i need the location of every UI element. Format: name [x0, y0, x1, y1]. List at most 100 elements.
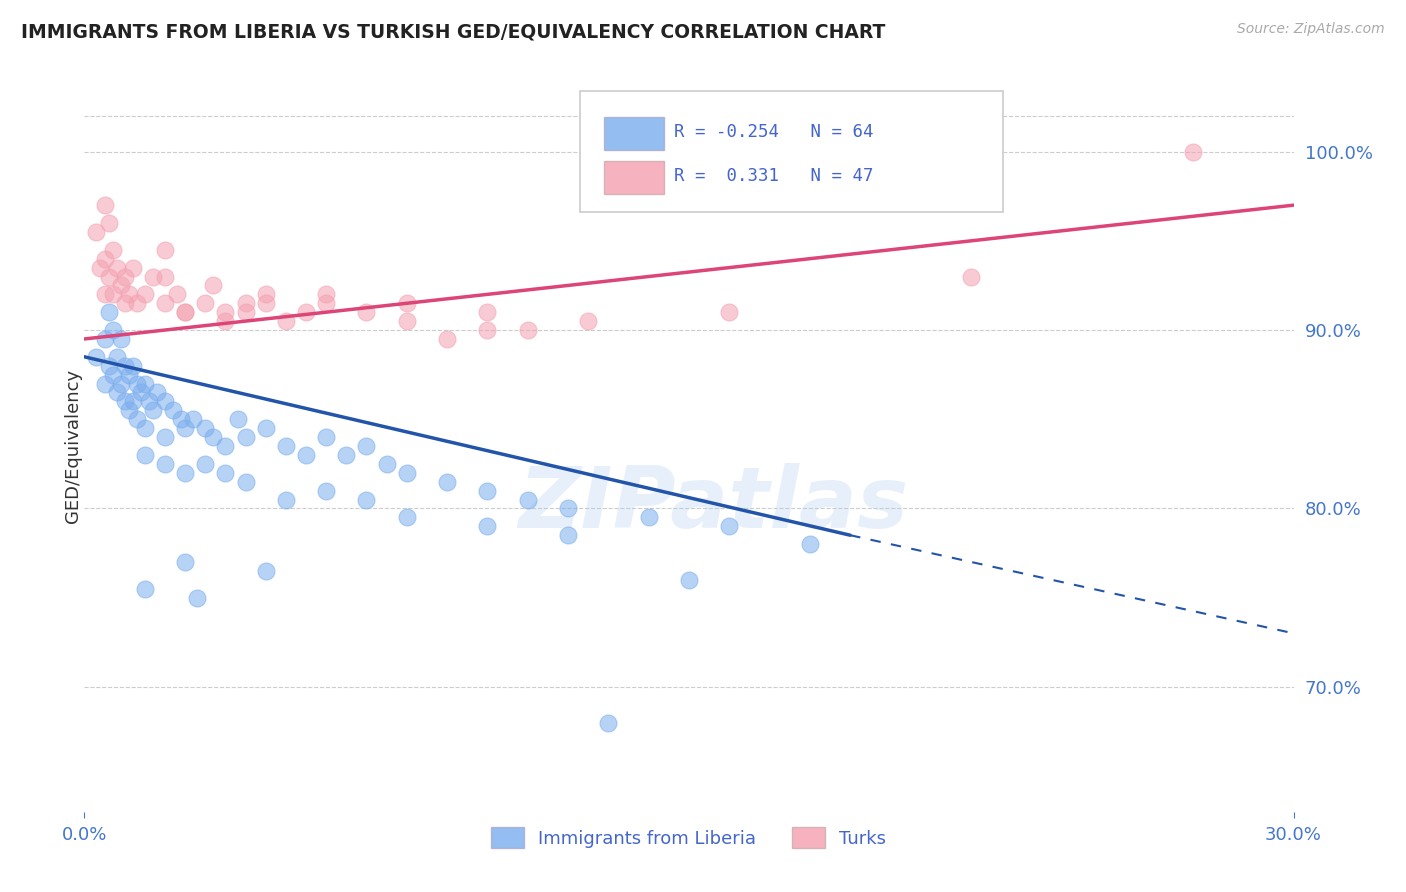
Point: [274, 439, 297, 453]
Point: [576, 314, 599, 328]
FancyBboxPatch shape: [581, 91, 1004, 212]
Point: [93, 287, 115, 301]
Point: [226, 412, 249, 426]
Point: [598, 715, 620, 730]
Point: [254, 296, 277, 310]
Point: [477, 305, 499, 319]
Text: IMMIGRANTS FROM LIBERIA VS TURKISH GED/EQUIVALENCY CORRELATION CHART: IMMIGRANTS FROM LIBERIA VS TURKISH GED/E…: [21, 22, 886, 41]
Text: R =  0.331   N = 47: R = 0.331 N = 47: [675, 167, 875, 186]
Point: [86, 225, 108, 239]
Point: [110, 376, 132, 391]
FancyBboxPatch shape: [605, 161, 664, 194]
Point: [97, 216, 120, 230]
Point: [93, 376, 115, 391]
Point: [235, 305, 257, 319]
Point: [202, 430, 225, 444]
Point: [101, 323, 124, 337]
Point: [516, 492, 538, 507]
Point: [356, 439, 378, 453]
Point: [134, 448, 156, 462]
Point: [477, 323, 499, 337]
Point: [97, 359, 120, 373]
Point: [118, 287, 141, 301]
Point: [557, 501, 579, 516]
Point: [274, 492, 297, 507]
Point: [146, 385, 169, 400]
Point: [235, 430, 257, 444]
Point: [395, 510, 418, 524]
Point: [436, 332, 458, 346]
Point: [105, 260, 128, 275]
Point: [395, 296, 418, 310]
Y-axis label: GED/Equivalency: GED/Equivalency: [65, 369, 82, 523]
Point: [335, 448, 357, 462]
Point: [194, 421, 217, 435]
Point: [125, 296, 148, 310]
Point: [194, 296, 217, 310]
Point: [174, 555, 197, 569]
Point: [138, 394, 160, 409]
Point: [121, 260, 143, 275]
Point: [214, 466, 236, 480]
Point: [186, 591, 208, 605]
Point: [142, 269, 165, 284]
Point: [134, 582, 156, 596]
Point: [174, 305, 197, 319]
Point: [181, 412, 204, 426]
Point: [295, 305, 318, 319]
Point: [97, 305, 120, 319]
Point: [93, 198, 115, 212]
Text: ZIPatlas: ZIPatlas: [517, 463, 908, 546]
Point: [101, 368, 124, 382]
Point: [134, 287, 156, 301]
Point: [254, 421, 277, 435]
Point: [153, 457, 176, 471]
Point: [134, 421, 156, 435]
Point: [254, 564, 277, 578]
Point: [118, 403, 141, 417]
Point: [121, 394, 143, 409]
Point: [395, 314, 418, 328]
Point: [153, 430, 176, 444]
Point: [118, 368, 141, 382]
Point: [436, 475, 458, 489]
Point: [174, 305, 197, 319]
Point: [89, 260, 111, 275]
Point: [121, 359, 143, 373]
Point: [153, 394, 176, 409]
Point: [356, 492, 378, 507]
Point: [375, 457, 398, 471]
Point: [162, 403, 184, 417]
Text: Source: ZipAtlas.com: Source: ZipAtlas.com: [1237, 22, 1385, 37]
Point: [1181, 145, 1204, 159]
Point: [718, 519, 741, 533]
Point: [125, 412, 148, 426]
Point: [153, 269, 176, 284]
Point: [477, 519, 499, 533]
Point: [235, 475, 257, 489]
Point: [718, 305, 741, 319]
Point: [960, 269, 983, 284]
Point: [395, 466, 418, 480]
Point: [214, 439, 236, 453]
Point: [214, 314, 236, 328]
Point: [105, 385, 128, 400]
Point: [110, 332, 132, 346]
Point: [637, 510, 659, 524]
Point: [356, 305, 378, 319]
Point: [214, 305, 236, 319]
Point: [315, 296, 337, 310]
Point: [114, 359, 136, 373]
Point: [93, 252, 115, 266]
Point: [174, 421, 197, 435]
Point: [125, 376, 148, 391]
FancyBboxPatch shape: [605, 117, 664, 151]
Point: [235, 296, 257, 310]
Point: [153, 243, 176, 257]
Point: [114, 269, 136, 284]
Point: [678, 573, 700, 587]
Point: [142, 403, 165, 417]
Point: [315, 287, 337, 301]
Point: [274, 314, 297, 328]
Point: [105, 350, 128, 364]
